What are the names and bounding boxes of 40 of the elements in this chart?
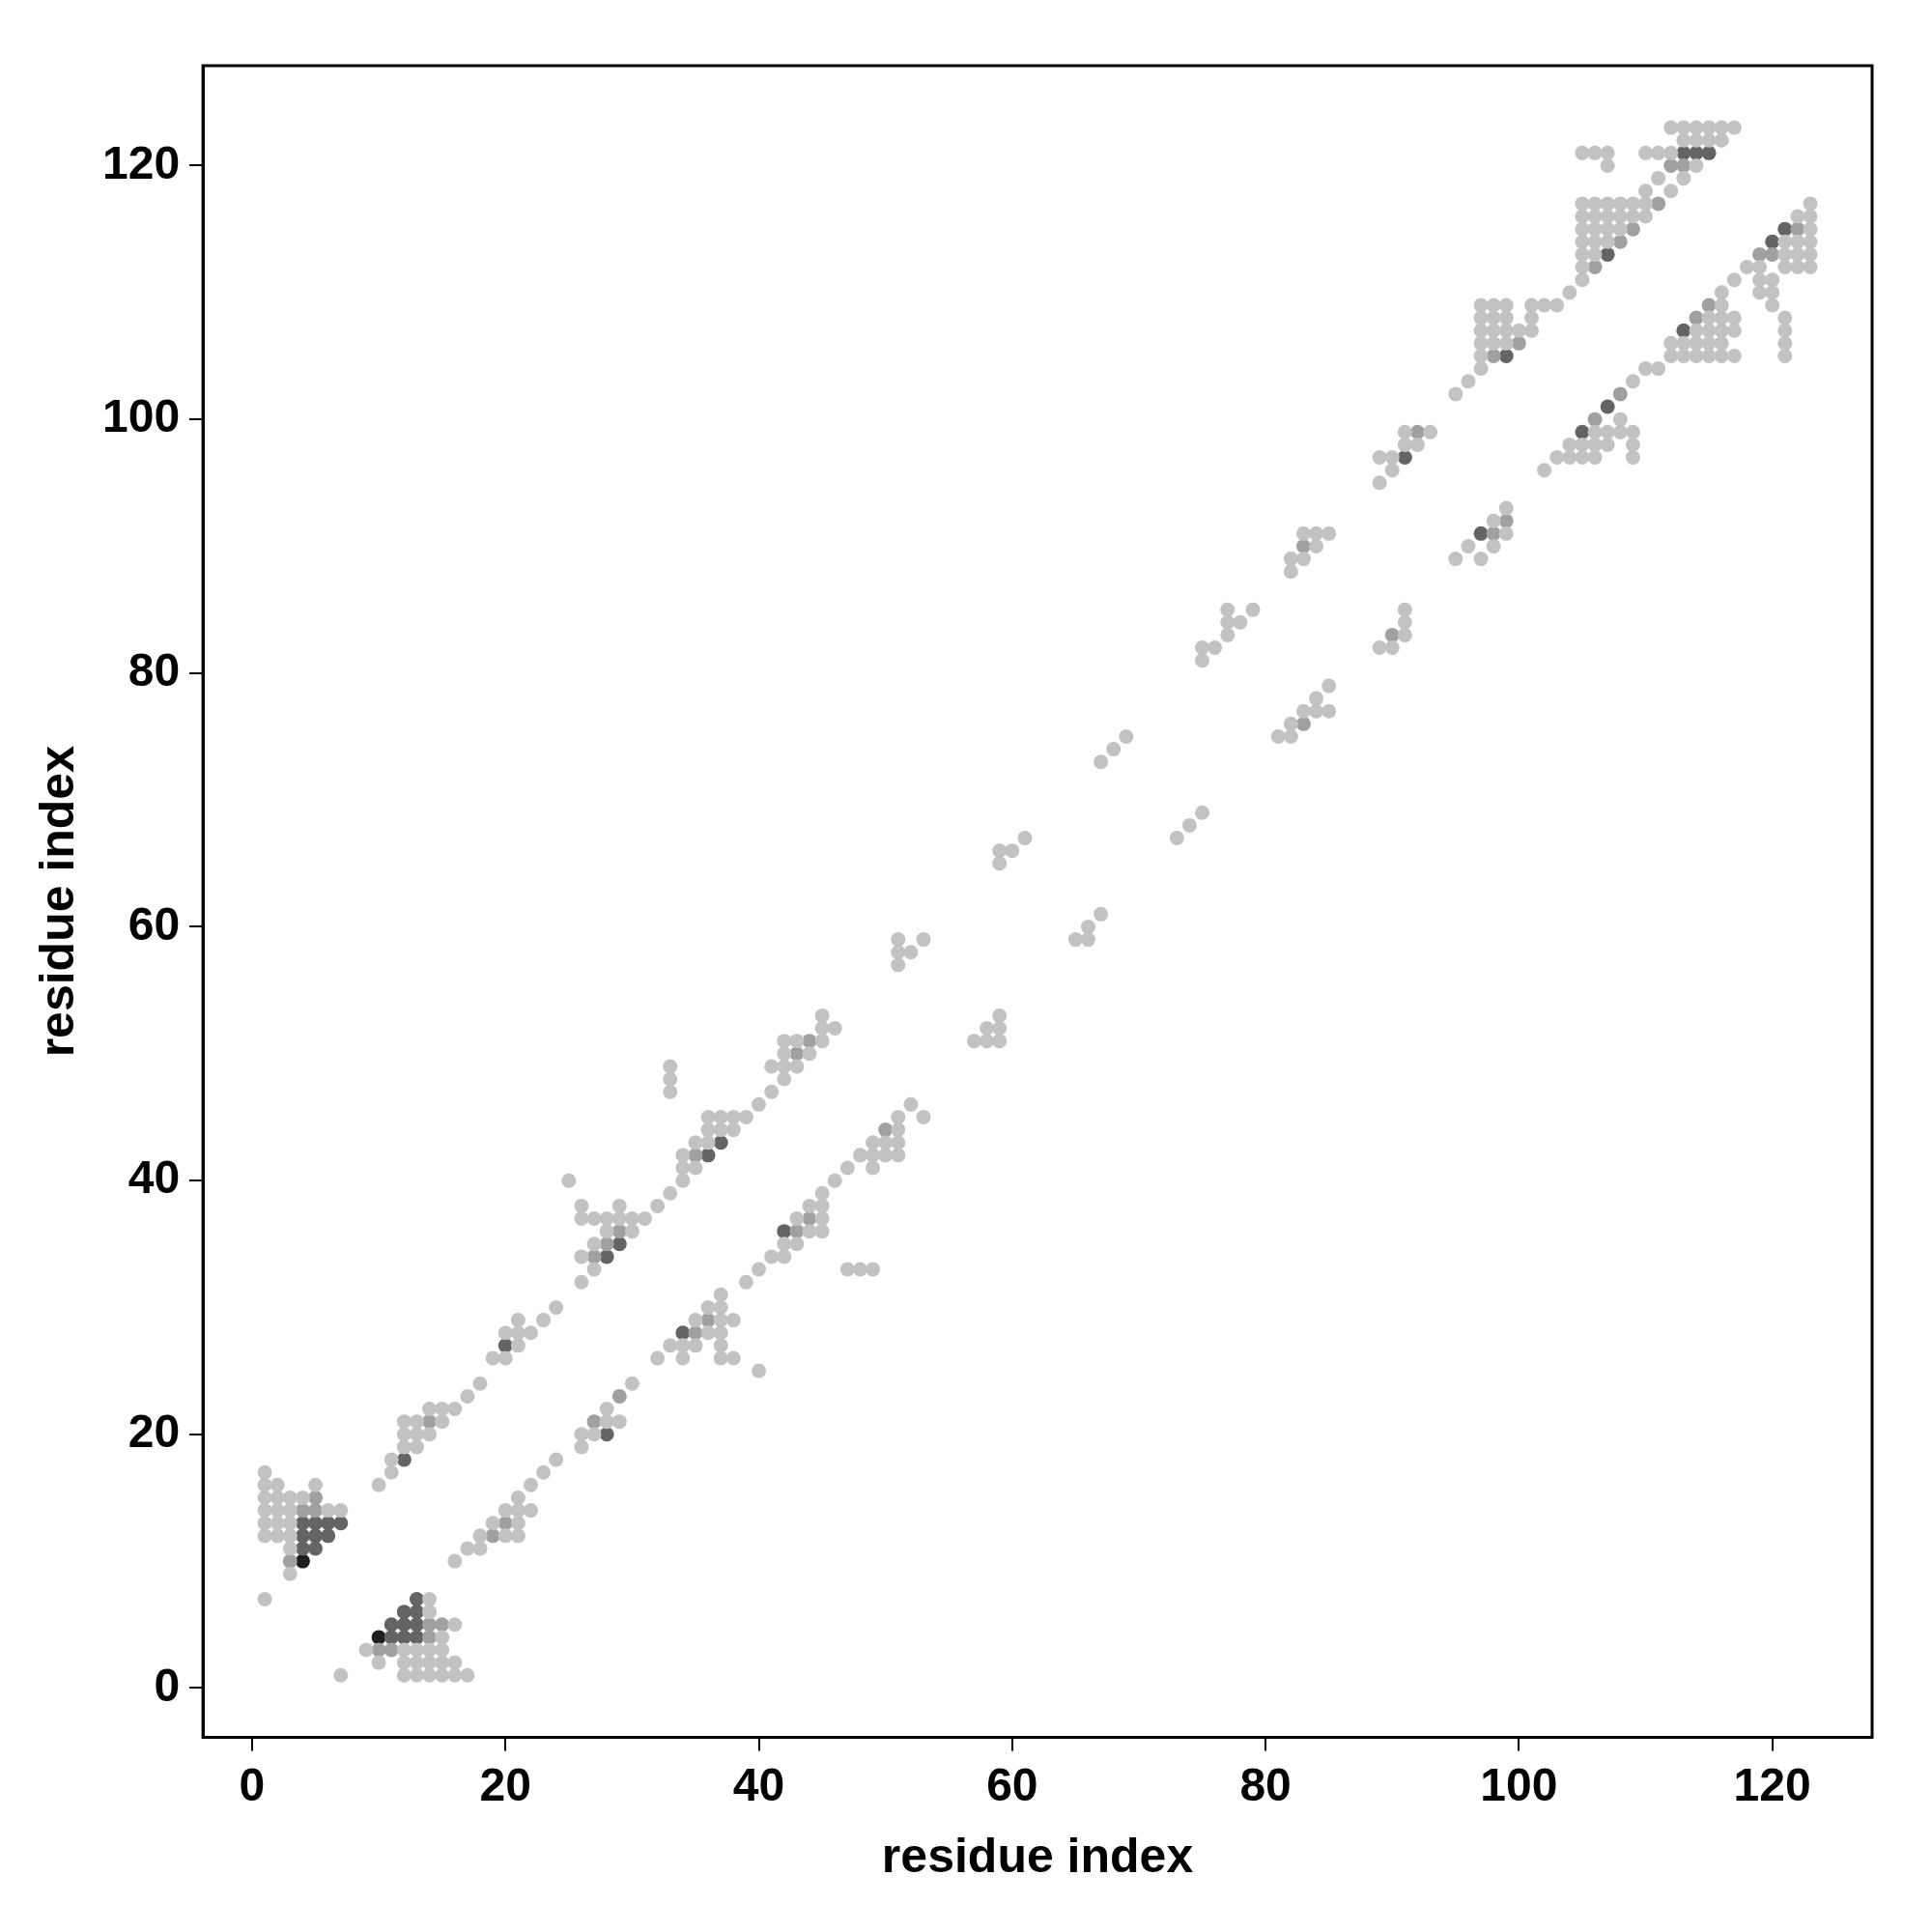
point <box>396 1605 412 1620</box>
point <box>333 1516 349 1531</box>
point <box>611 1388 627 1404</box>
x-tick-label: 100 <box>1480 1759 1558 1811</box>
point <box>384 1617 399 1633</box>
point <box>371 1630 386 1645</box>
x-tick-label: 80 <box>1239 1759 1292 1811</box>
y-tick-label: 40 <box>128 1151 181 1204</box>
x-tick-label: 0 <box>239 1759 266 1811</box>
point <box>1701 145 1717 160</box>
point <box>1587 412 1603 427</box>
point <box>777 1224 792 1239</box>
point <box>1765 246 1780 262</box>
x-axis-title: residue index <box>881 1828 1194 1883</box>
point <box>599 1236 614 1252</box>
point <box>1600 399 1615 414</box>
y-tick-label: 120 <box>101 136 181 188</box>
point <box>435 1617 450 1633</box>
y-axis-title: residue index <box>29 745 84 1058</box>
point <box>599 1249 614 1264</box>
point <box>1612 386 1628 402</box>
point <box>321 1528 336 1544</box>
y-tick-label: 100 <box>101 390 181 442</box>
point <box>1676 323 1691 338</box>
y-tick-label: 20 <box>128 1406 181 1458</box>
x-tick-label: 40 <box>732 1759 785 1811</box>
point <box>1663 157 1679 173</box>
point <box>409 1592 424 1607</box>
x-tick-label: 20 <box>479 1759 531 1811</box>
x-tick-label: 120 <box>1733 1759 1811 1811</box>
point <box>599 1427 614 1442</box>
point <box>1612 234 1628 249</box>
y-tick-label: 60 <box>128 897 181 950</box>
x-tick-label: 60 <box>986 1759 1038 1811</box>
point <box>384 1642 399 1658</box>
point <box>1473 526 1489 541</box>
point <box>308 1541 324 1556</box>
point <box>1651 196 1666 212</box>
y-tick-label: 80 <box>128 644 181 696</box>
y-tick-label: 0 <box>154 1659 181 1711</box>
